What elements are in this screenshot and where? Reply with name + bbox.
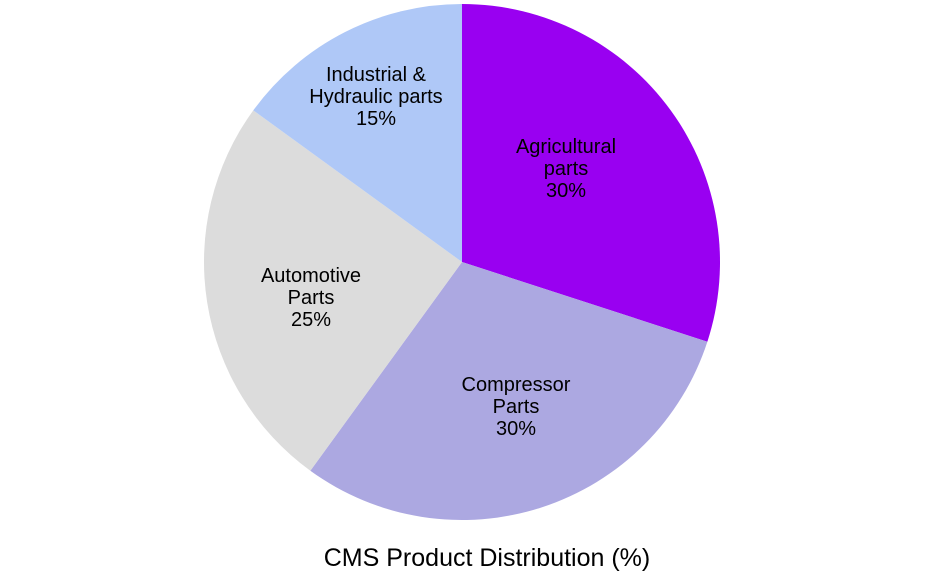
pie-slice-1 <box>310 262 708 521</box>
pie-slice-2 <box>203 110 462 471</box>
pie-slice-label-3: Industrial & Hydraulic parts 15% <box>309 64 442 130</box>
pie-slice-label-1: Compressor Parts 30% <box>462 374 571 440</box>
pie-slice-3 <box>253 4 462 262</box>
chart-title: CMS Product Distribution (%) <box>323 544 651 572</box>
pie-slice-label-0: Agricultural parts 30% <box>516 136 616 202</box>
pie-slice-0 <box>462 4 720 342</box>
pie-slice-label-2: Automotive Parts 25% <box>261 265 361 331</box>
